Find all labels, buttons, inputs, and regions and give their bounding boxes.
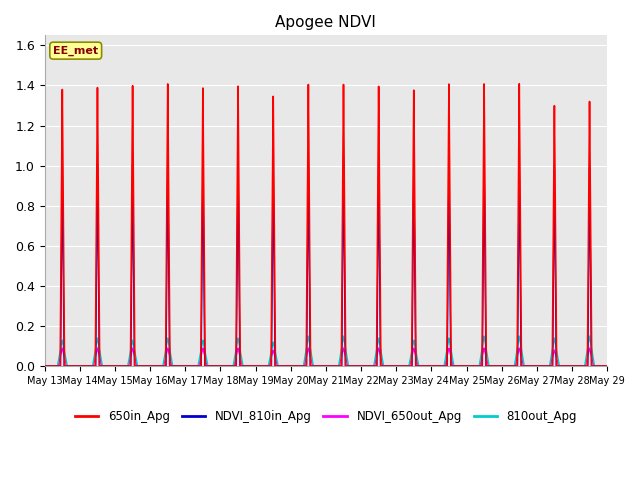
Legend: 650in_Apg, NDVI_810in_Apg, NDVI_650out_Apg, 810out_Apg: 650in_Apg, NDVI_810in_Apg, NDVI_650out_A… — [70, 405, 582, 428]
Text: EE_met: EE_met — [53, 46, 99, 56]
Title: Apogee NDVI: Apogee NDVI — [275, 15, 376, 30]
